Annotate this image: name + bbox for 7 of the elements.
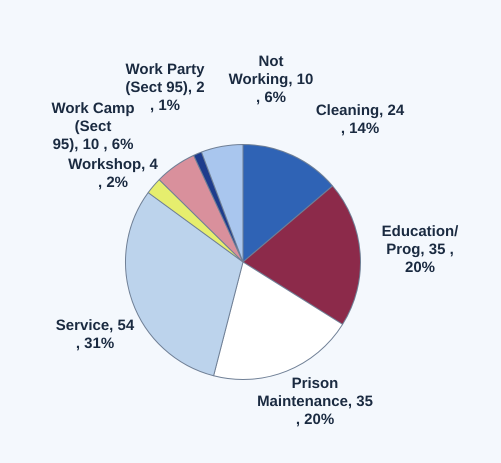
slice-label: Education/ Prog, 35 , 20% bbox=[382, 223, 460, 276]
slice-label: Cleaning, 24 , 14% bbox=[316, 102, 405, 138]
slice-label: Work Camp (Sect 95), 10 , 6% bbox=[51, 100, 135, 154]
slice-label: Service, 54 , 31% bbox=[56, 317, 135, 352]
slice-label: Workshop, 4 , 2% bbox=[68, 156, 159, 192]
slice-label: Not Working, 10 , 6% bbox=[228, 53, 314, 106]
slice-label: Prison Maintenance, 35 , 20% bbox=[257, 375, 373, 428]
